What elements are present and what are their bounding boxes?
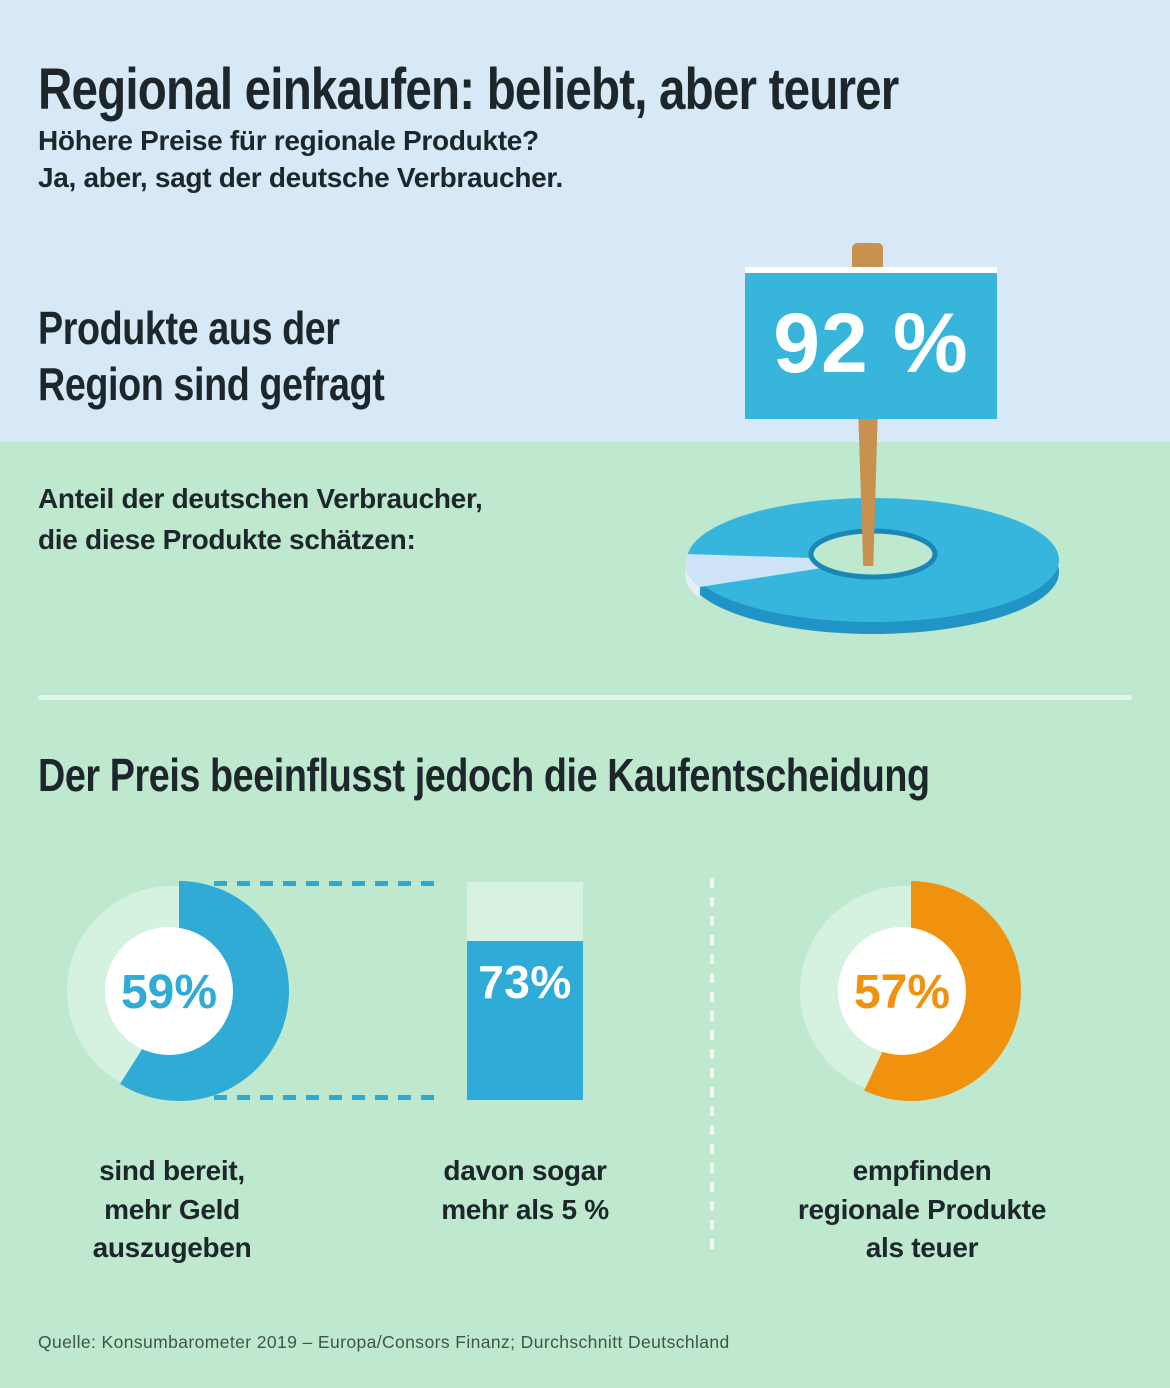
- donut-chart-59: 59%: [67, 881, 289, 1101]
- stat-caption-57-line-2: regionale Produkte: [797, 1193, 1047, 1225]
- dashed-connector-top: [214, 881, 438, 886]
- donut-57-hole: [838, 927, 966, 1055]
- bar-73-fill: 73%: [467, 940, 583, 1100]
- stat-caption-59-line-2: mehr Geld: [104, 1193, 240, 1225]
- subtitle-line-2: Ja, aber, sagt der deutsche Verbraucher.: [38, 162, 563, 193]
- page-title: Regional einkaufen: beliebt, aber teurer: [38, 57, 899, 122]
- page-subtitle: Höhere Preise für regionale Produkte? Ja…: [38, 122, 563, 196]
- stat-caption-57-line-1: empfinden: [852, 1155, 992, 1186]
- stat-caption-73-line-1: davon sogar: [443, 1155, 607, 1186]
- bar-73-value: 73%: [478, 955, 572, 1008]
- stat-caption-57: empfinden regionale Produkte als teuer: [772, 1152, 1072, 1268]
- donut-chart-57: 57%: [800, 881, 1021, 1101]
- dashed-separator-vertical: [710, 878, 714, 1256]
- demand-heading-line-2: Region sind gefragt: [38, 358, 385, 410]
- donut-57-value: 57%: [854, 966, 950, 1019]
- subtitle-line-1: Höhere Preise für regionale Produkte?: [38, 125, 539, 156]
- stat-caption-73: davon sogar mehr als 5 %: [405, 1152, 645, 1229]
- stat-caption-59-line-1: sind bereit,: [99, 1155, 245, 1186]
- demand-caption: Anteil der deutschen Verbraucher, die di…: [38, 478, 483, 560]
- price-heading: Der Preis beeinflusst jedoch die Kaufent…: [38, 749, 930, 801]
- stat-caption-73-line-2: mehr als 5 %: [441, 1193, 609, 1225]
- source-note: Quelle: Konsumbarometer 2019 – Europa/Co…: [38, 1332, 730, 1352]
- dashed-connector-bottom: [214, 1095, 438, 1100]
- demand-caption-line-1: Anteil der deutschen Verbraucher,: [38, 483, 483, 514]
- donut-59-value: 59%: [121, 966, 217, 1019]
- bar-chart-73: 73%: [467, 882, 583, 1100]
- demand-heading: Produkte aus der Region sind gefragt: [38, 300, 385, 412]
- stat-caption-59-line-3: auszugeben: [92, 1232, 252, 1263]
- percent-sign-board: 92 %: [745, 267, 997, 419]
- sign-post: [858, 419, 878, 566]
- stat-caption-59: sind bereit, mehr Geld auszugeben: [52, 1152, 292, 1268]
- demand-heading-line-1: Produkte aus der: [38, 302, 340, 354]
- bar-73-remainder: [467, 882, 583, 941]
- donut-59-hole: [105, 927, 233, 1055]
- sign-post-top: [852, 243, 883, 269]
- big-donut-slice-edge: [685, 554, 700, 599]
- demand-caption-line-2: die diese Produkte schätzen:: [38, 524, 416, 555]
- section-divider: [38, 695, 1132, 700]
- sign-value: 92 %: [773, 295, 969, 390]
- stat-caption-57-line-3: als teuer: [865, 1232, 979, 1263]
